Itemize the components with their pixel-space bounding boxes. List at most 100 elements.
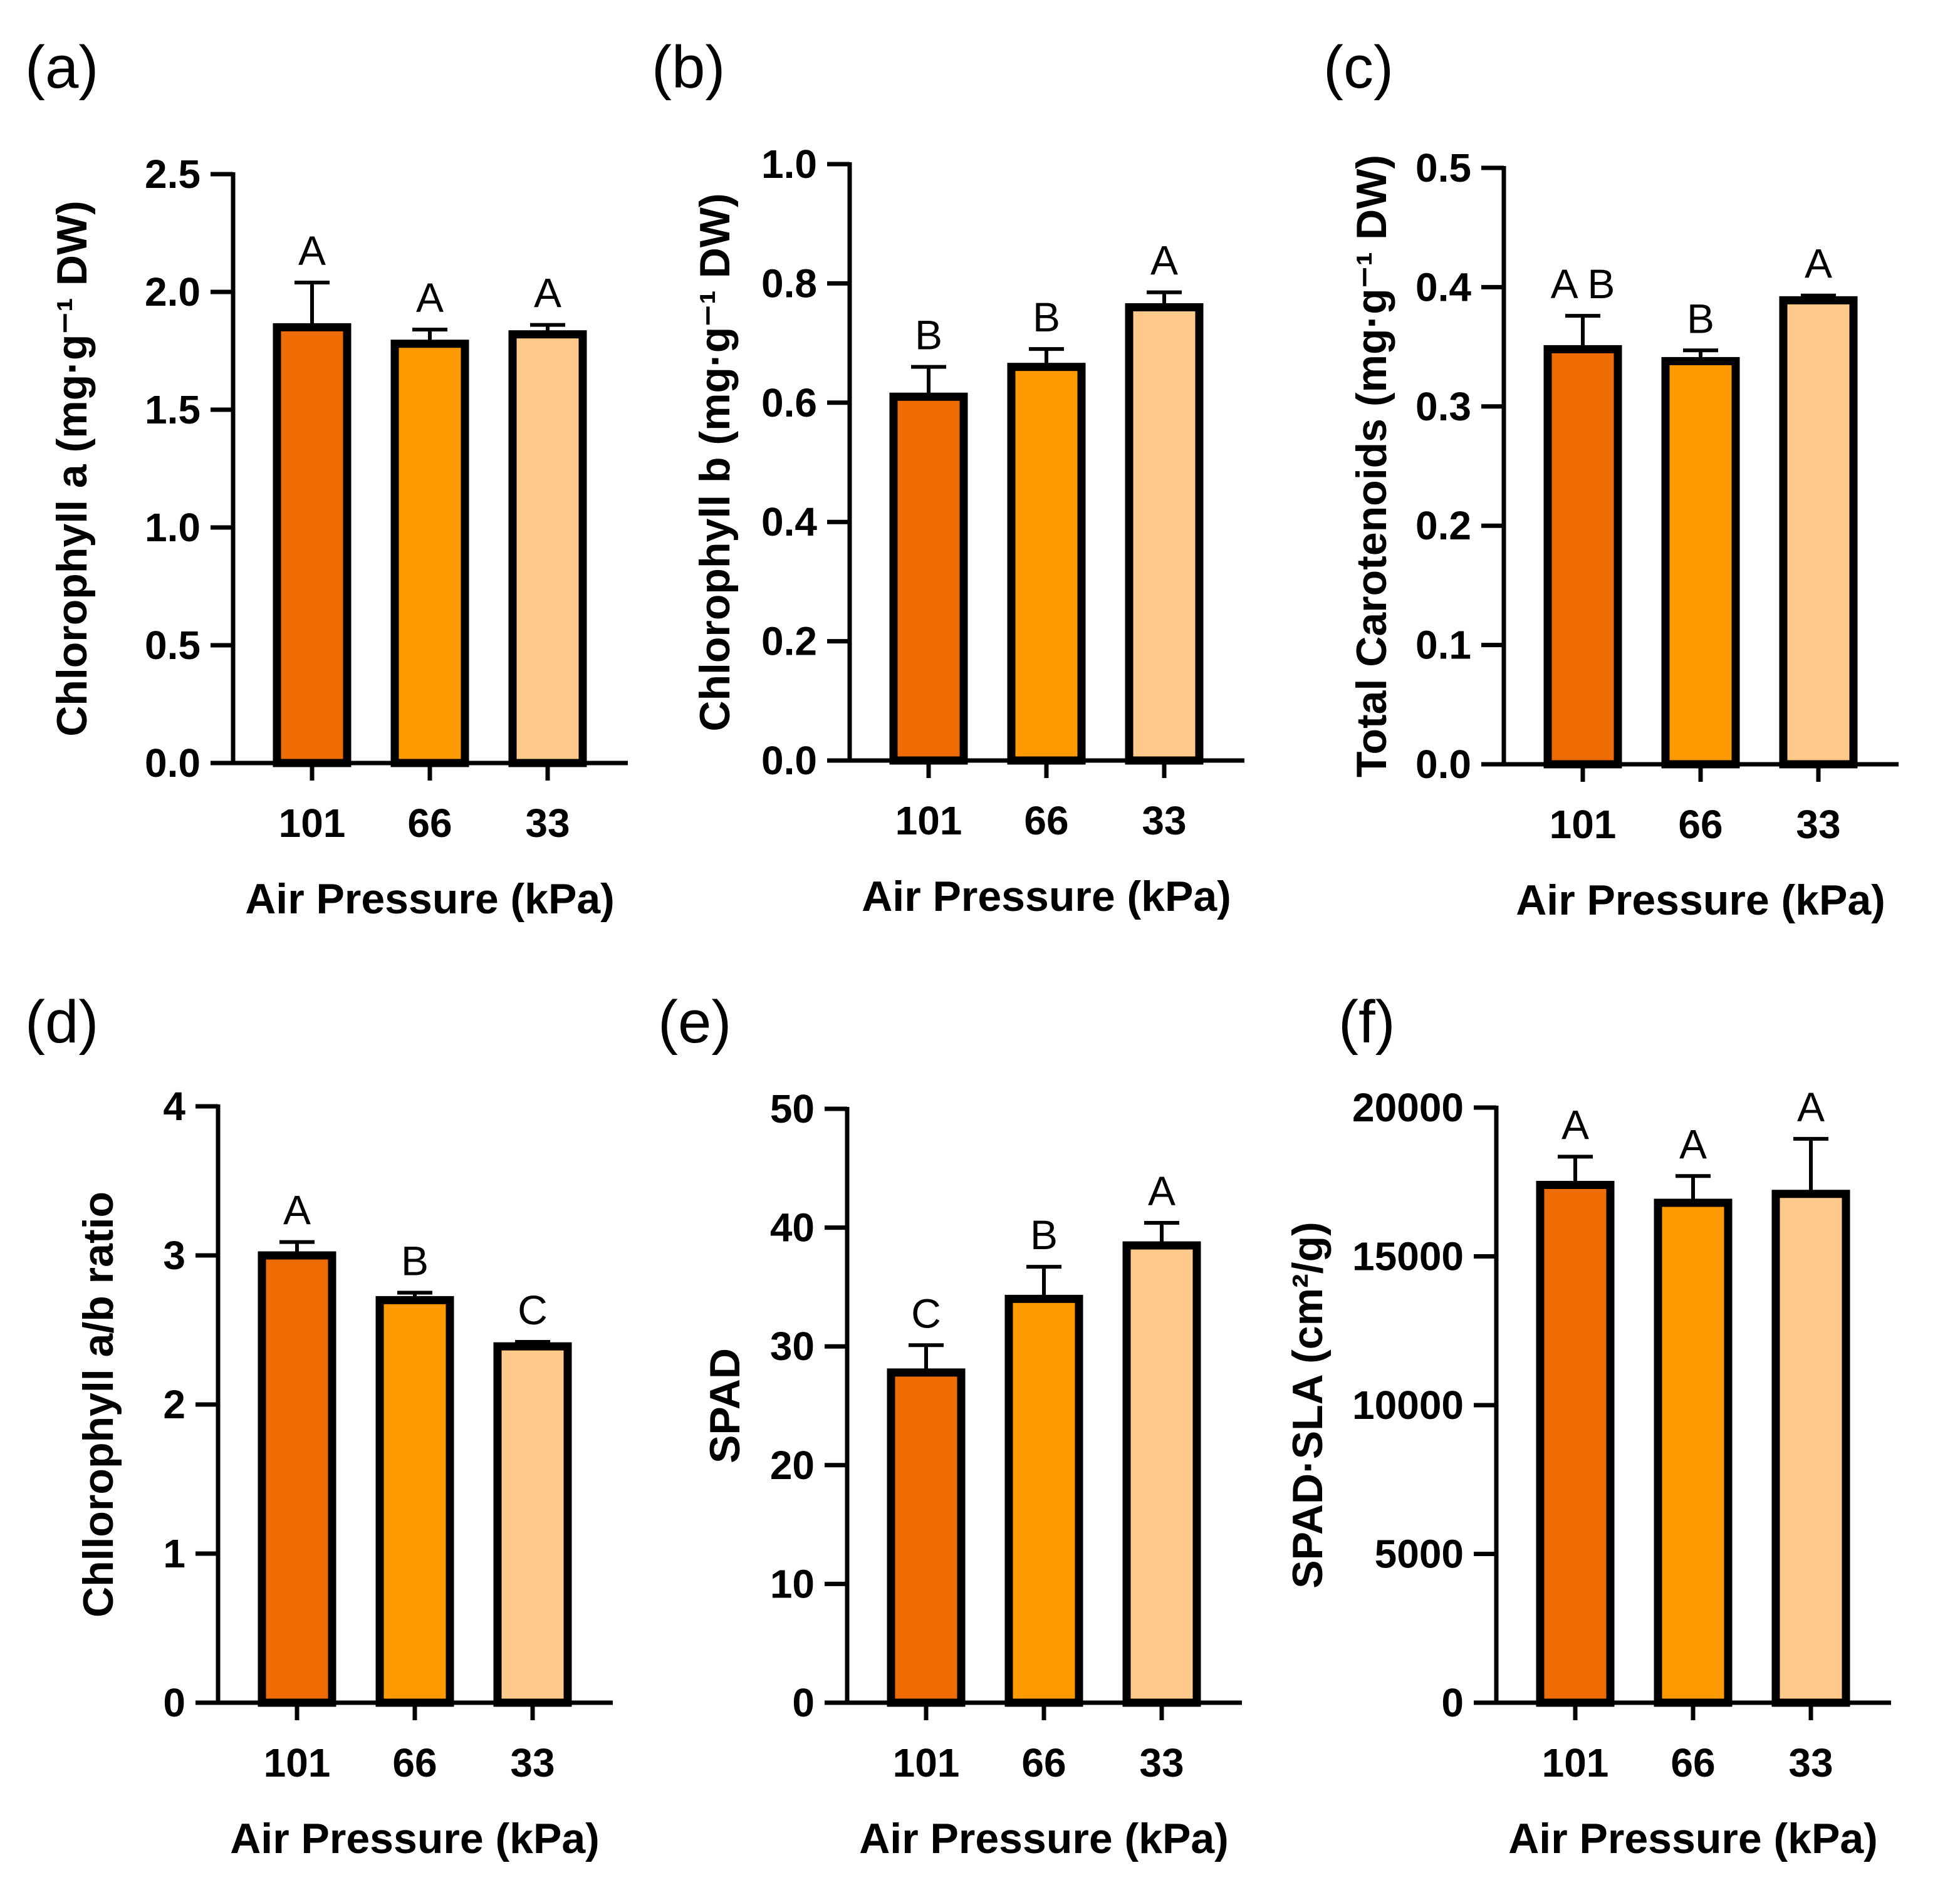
error-bar-66 (412, 328, 447, 344)
y-tick-label: 0.6 (761, 380, 817, 425)
x-tick-label: 101 (264, 1740, 331, 1785)
bar-33 (1125, 303, 1204, 765)
x-tick-label: 66 (1678, 802, 1723, 847)
significance-letter: B (1030, 1212, 1058, 1258)
y-tick-label: 5000 (1375, 1532, 1464, 1577)
panel-label: (e) (658, 989, 731, 1056)
y-tick-label: 0.2 (1415, 503, 1471, 548)
y-tick-label: 2.5 (145, 152, 201, 197)
y-axis-title: Total Carotenoids (mg·g⁻¹ DW) (1348, 155, 1395, 777)
x-tick-label: 66 (407, 801, 452, 846)
y-tick-label: 10 (770, 1561, 815, 1606)
chart-panel-f: (f) A 101 A 66 A 33 0 5000 10000 15000 20000 Air Pre… (1284, 989, 1891, 1862)
x-tick-label: 33 (1788, 1740, 1833, 1785)
panel-label: (a) (25, 34, 98, 101)
bar-101 (1543, 345, 1622, 769)
y-tick-label: 0.0 (145, 740, 201, 786)
panel-label: (b) (652, 34, 725, 101)
panel-label: (d) (25, 989, 98, 1056)
error-bar-33 (1144, 1221, 1179, 1246)
x-axis-title: Air Pressure (kPa) (1516, 876, 1885, 924)
error-bar-33 (515, 1340, 550, 1347)
bar-101 (273, 323, 352, 767)
x-tick-label: 101 (893, 1740, 960, 1785)
y-tick-label: 0.4 (761, 499, 817, 544)
bar-33 (1771, 1190, 1850, 1707)
x-tick-label: 101 (279, 801, 346, 846)
significance-letter: A B (1551, 261, 1615, 307)
error-bar-33 (1801, 293, 1836, 301)
y-tick-label: 20 (770, 1443, 815, 1488)
bar-33 (508, 330, 587, 767)
y-tick-label: 30 (770, 1324, 815, 1369)
y-tick-label: 1 (163, 1531, 185, 1576)
error-bar-101 (911, 365, 946, 397)
x-axis-title: Air Pressure (kPa) (230, 1815, 600, 1862)
error-bar-33 (530, 323, 565, 335)
significance-letter: B (1687, 295, 1714, 341)
error-bar-66 (1026, 1265, 1061, 1299)
y-tick-label: 0.8 (761, 261, 817, 306)
bar-66 (1004, 1294, 1083, 1707)
panel-label: (f) (1338, 989, 1395, 1056)
error-bar-66 (1683, 348, 1718, 361)
chart-panel-e: (e) C 101 B 66 A 33 0 10 20 30 40 50 Air Pressure (kP… (658, 989, 1242, 1862)
significance-letter: A (1148, 1168, 1175, 1214)
y-tick-label: 1.0 (761, 142, 817, 187)
bar-66 (1007, 363, 1086, 765)
bar-33 (1122, 1241, 1201, 1707)
bar-101 (887, 1368, 966, 1707)
y-tick-label: 4 (163, 1084, 185, 1129)
x-tick-label: 33 (1796, 802, 1840, 847)
y-tick-label: 0 (792, 1680, 815, 1725)
y-tick-label: 0.2 (761, 619, 817, 664)
y-tick-label: 0 (1441, 1680, 1464, 1725)
x-axis-title: Air Pressure (kPa) (859, 1815, 1229, 1862)
y-tick-label: 0 (163, 1680, 185, 1725)
significance-letter: B (1033, 294, 1060, 340)
y-axis-title: SPAD (701, 1348, 749, 1463)
y-tick-label: 0.1 (1415, 623, 1471, 668)
chart-panel-a: (a) A 101 A 66 A 33 0.0 0.5 1.0 1.5 2.0 2.5 Air Press… (25, 34, 628, 923)
x-tick-label: 33 (525, 801, 570, 846)
significance-letter: A (1150, 237, 1178, 284)
error-bar-66 (1029, 347, 1064, 367)
y-axis-title: Chlorophyll a (mg·g⁻¹ DW) (48, 200, 96, 737)
error-bar-33 (1793, 1136, 1828, 1194)
x-tick-label: 33 (1139, 1740, 1184, 1785)
significance-letter: B (401, 1238, 429, 1284)
x-tick-label: 66 (1021, 1740, 1066, 1785)
y-tick-label: 1.5 (145, 387, 201, 432)
y-tick-label: 2 (163, 1382, 185, 1427)
error-bar-33 (1147, 290, 1182, 308)
chart-panel-b: (b) B 101 B 66 A 33 0.0 0.2 0.4 0.6 0.8 1.0 Air Press… (652, 34, 1244, 920)
bar-33 (493, 1342, 572, 1707)
y-tick-label: 10000 (1352, 1383, 1464, 1428)
significance-letter: A (283, 1187, 311, 1233)
y-tick-label: 0.0 (1415, 742, 1471, 787)
y-axis-title: Chllorophyll a/b ratio (75, 1192, 122, 1618)
significance-letter: A (1679, 1121, 1707, 1167)
bar-66 (1654, 1198, 1733, 1707)
bar-101 (1536, 1181, 1615, 1707)
bar-101 (889, 392, 968, 765)
significance-letter: A (1805, 241, 1832, 287)
y-tick-label: 0.5 (1415, 145, 1471, 190)
significance-letter: B (915, 312, 942, 358)
y-tick-label: 40 (770, 1205, 815, 1250)
significance-letter: A (298, 227, 326, 274)
error-bar-66 (1676, 1174, 1711, 1203)
x-tick-label: 66 (392, 1740, 437, 1785)
error-bar-101 (279, 1240, 315, 1255)
x-tick-label: 66 (1671, 1740, 1715, 1785)
y-tick-label: 50 (770, 1086, 815, 1131)
y-tick-label: 0.3 (1415, 384, 1471, 429)
x-tick-label: 101 (895, 798, 962, 843)
panel-label: (c) (1323, 34, 1394, 101)
x-axis-title: Air Pressure (kPa) (862, 873, 1231, 920)
x-tick-label: 66 (1024, 798, 1068, 843)
bar-66 (1661, 356, 1740, 769)
x-tick-label: 33 (510, 1740, 555, 1785)
bar-33 (1779, 296, 1858, 769)
x-tick-label: 101 (1542, 1740, 1609, 1785)
